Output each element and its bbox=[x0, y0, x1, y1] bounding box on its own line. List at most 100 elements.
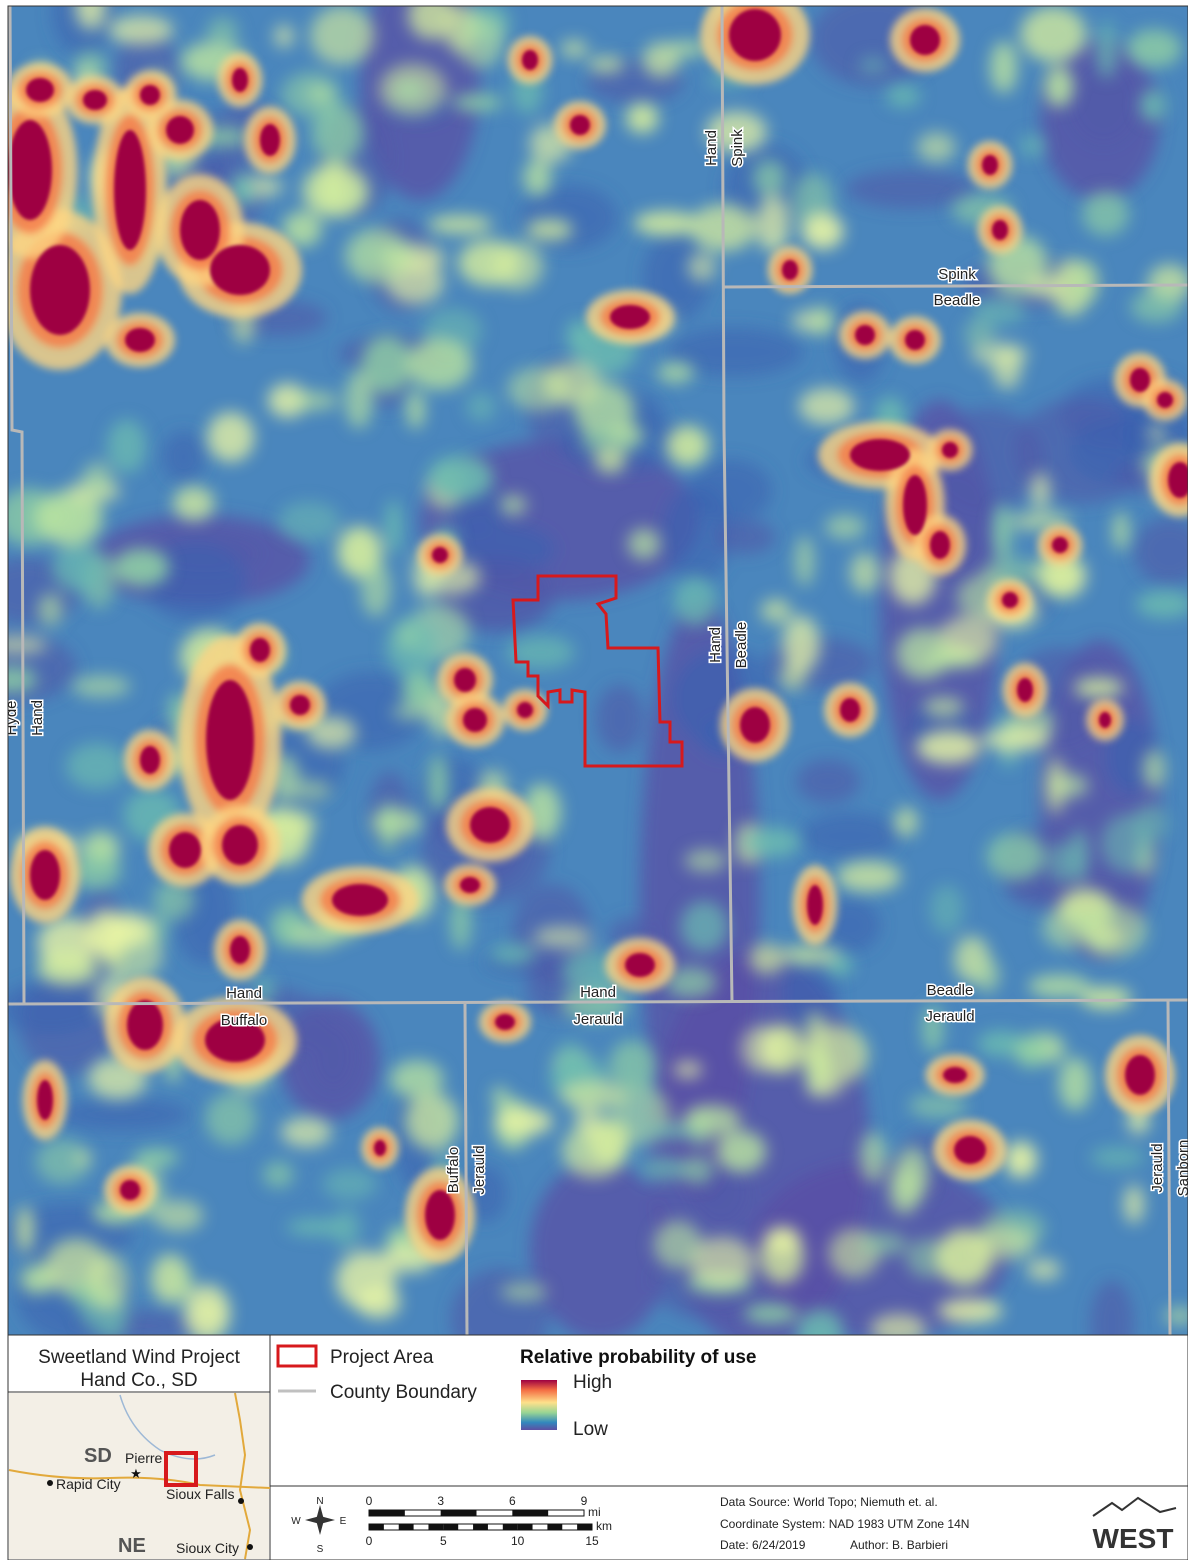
moderate-area bbox=[428, 216, 493, 234]
moderate-area bbox=[1127, 29, 1182, 68]
moderate-area bbox=[278, 502, 340, 541]
legend-label: Low bbox=[573, 1419, 608, 1440]
moderate-area bbox=[302, 164, 368, 218]
moderate-area bbox=[153, 1200, 203, 1231]
moderate-area bbox=[588, 56, 625, 73]
county-label: Spink bbox=[729, 129, 746, 167]
moderate-area bbox=[886, 85, 920, 107]
moderate-area bbox=[990, 41, 1018, 93]
hot-spot bbox=[625, 953, 655, 977]
hot-spot bbox=[125, 328, 155, 352]
moderate-area bbox=[500, 495, 527, 515]
hot-spot bbox=[517, 702, 533, 718]
hot-spot bbox=[840, 698, 860, 722]
moderate-area bbox=[135, 1149, 179, 1167]
moderate-area bbox=[38, 593, 63, 627]
moderate-area bbox=[345, 228, 410, 283]
credit: Data Source: World Topo; Niemuth et. al. bbox=[720, 1495, 938, 1509]
logo-text: WEST bbox=[1093, 1523, 1174, 1554]
hot-spot bbox=[114, 130, 146, 250]
hot-spot bbox=[8, 120, 52, 220]
inset-label: Sioux Falls bbox=[166, 1486, 234, 1502]
county-label: Hand bbox=[580, 984, 616, 1001]
hot-spot bbox=[250, 638, 270, 662]
moderate-area bbox=[458, 15, 504, 68]
scale-label: 15 bbox=[585, 1534, 599, 1548]
moderate-area bbox=[973, 298, 1026, 326]
moderate-area bbox=[560, 40, 588, 58]
moderate-area bbox=[1090, 1147, 1144, 1168]
moderate-area bbox=[1048, 842, 1075, 884]
moderate-area bbox=[765, 1227, 800, 1253]
county-label: Hand bbox=[29, 700, 46, 736]
moderate-area bbox=[909, 1093, 967, 1119]
moderate-area bbox=[1046, 757, 1065, 814]
moderate-area bbox=[82, 462, 112, 499]
moderate-area bbox=[428, 755, 448, 811]
moderate-area bbox=[1020, 135, 1045, 157]
capital-star: ★ bbox=[130, 1466, 142, 1481]
legend-label: Project Area bbox=[330, 1347, 434, 1368]
county-label: Jerauld bbox=[1149, 1143, 1166, 1192]
moderate-area bbox=[345, 371, 373, 429]
compass-letter: N bbox=[316, 1496, 323, 1507]
scale-label: 5 bbox=[440, 1534, 447, 1548]
moderate-area bbox=[802, 213, 844, 249]
moderate-area bbox=[1044, 66, 1073, 107]
scale-segment bbox=[399, 1524, 414, 1530]
moderate-area bbox=[1004, 1141, 1037, 1178]
moderate-area bbox=[799, 388, 855, 425]
scale-segment bbox=[518, 1524, 533, 1530]
moderate-area bbox=[859, 57, 887, 74]
moderate-area bbox=[609, 423, 645, 444]
moderate-area bbox=[207, 17, 238, 45]
page: Hand Spink Spink Beadle Hyde Hand Hand B… bbox=[0, 0, 1188, 1560]
county-label: Hand bbox=[707, 627, 724, 663]
scale-segment bbox=[512, 1510, 548, 1516]
moderate-area bbox=[281, 1117, 332, 1147]
hot-spot bbox=[166, 116, 194, 144]
moderate-area bbox=[1069, 260, 1099, 304]
city-dot bbox=[247, 1544, 253, 1550]
county-label: Jerauld bbox=[471, 1145, 488, 1194]
moderate-area bbox=[323, 1169, 377, 1200]
moderate-area bbox=[894, 807, 918, 837]
hot-spot bbox=[180, 200, 220, 260]
low-area bbox=[55, 1098, 190, 1131]
moderate-area bbox=[543, 362, 600, 405]
county-label: Hand bbox=[703, 130, 720, 166]
moderate-area bbox=[860, 1232, 907, 1255]
moderate-area bbox=[184, 1284, 231, 1342]
moderate-area bbox=[682, 1156, 714, 1184]
scale-label: 0 bbox=[366, 1494, 373, 1508]
moderate-area bbox=[684, 849, 727, 872]
moderate-area bbox=[495, 1108, 553, 1136]
moderate-area bbox=[889, 1166, 920, 1214]
hot-spot bbox=[140, 746, 160, 774]
hot-spot bbox=[332, 884, 388, 916]
hot-spot bbox=[432, 547, 448, 563]
inset-label: Pierre bbox=[125, 1450, 163, 1466]
hot-spot bbox=[905, 330, 925, 350]
moderate-area bbox=[938, 1299, 1003, 1323]
inset-label: Rapid City bbox=[56, 1476, 121, 1492]
hot-spot bbox=[570, 115, 590, 135]
county-boundary bbox=[465, 1004, 467, 1335]
county-label: Jerauld bbox=[573, 1011, 622, 1028]
county-label: Buffalo bbox=[445, 1147, 462, 1193]
moderate-area bbox=[1020, 7, 1086, 62]
moderate-area bbox=[294, 391, 338, 411]
scale-label: 10 bbox=[511, 1534, 525, 1548]
hot-spot bbox=[1130, 368, 1150, 392]
moderate-area bbox=[52, 545, 108, 592]
moderate-area bbox=[286, 1219, 350, 1236]
moderate-area bbox=[453, 94, 503, 111]
moderate-area bbox=[1124, 1185, 1145, 1224]
moderate-area bbox=[609, 1040, 656, 1092]
moderate-area bbox=[1031, 472, 1050, 509]
scale-segment bbox=[369, 1524, 384, 1530]
hot-spot bbox=[1099, 712, 1111, 728]
moderate-area bbox=[628, 528, 660, 559]
hot-spot bbox=[463, 708, 487, 732]
moderate-area bbox=[390, 1060, 444, 1098]
